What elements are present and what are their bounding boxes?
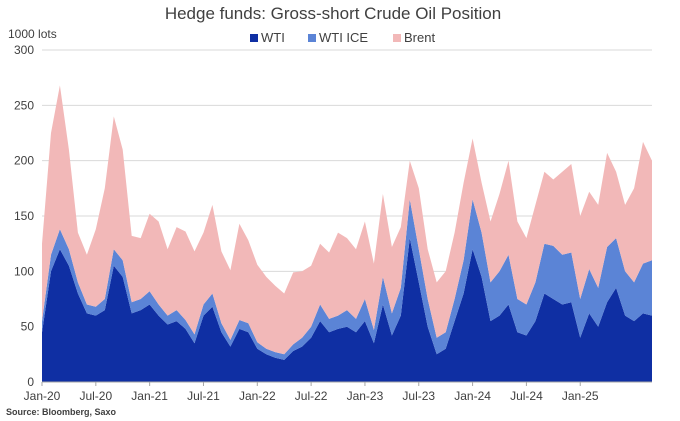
series-areas — [42, 85, 652, 382]
legend-label-brent: Brent — [404, 30, 435, 45]
y-tick-label: 250 — [14, 98, 34, 112]
y-axis-unit-label: 1000 lots — [8, 27, 57, 41]
y-tick-label: 200 — [14, 154, 34, 168]
x-tick-label: Jan-23 — [347, 389, 384, 403]
legend: WTI WTI ICE Brent — [250, 30, 435, 45]
x-tick-label: Jan-24 — [454, 389, 491, 403]
x-tick-label: Jan-21 — [131, 389, 168, 403]
x-tick-label: Jul-23 — [402, 389, 435, 403]
y-axis: 0 50 100 150 200 250 300 — [14, 43, 34, 389]
x-tick-label: Jan-20 — [24, 389, 61, 403]
chart-title: Hedge funds: Gross-short Crude Oil Posit… — [165, 4, 501, 23]
source-note: Source: Bloomberg, Saxo — [6, 407, 117, 417]
legend-swatch-wti-ice — [308, 34, 316, 42]
y-tick-label: 50 — [21, 320, 35, 334]
legend-label-wti: WTI — [261, 30, 285, 45]
y-tick-label: 300 — [14, 43, 34, 57]
y-tick-label: 100 — [14, 264, 34, 278]
x-tick-label: Jan-25 — [562, 389, 599, 403]
series-area-brent — [42, 85, 652, 355]
x-tick-label: Jul-21 — [187, 389, 220, 403]
legend-swatch-wti — [250, 34, 258, 42]
y-tick-label: 150 — [14, 209, 34, 223]
x-tick-label: Jul-20 — [79, 389, 112, 403]
legend-label-wti-ice: WTI ICE — [319, 30, 368, 45]
x-axis: Jan-20 Jul-20 Jan-21 Jul-21 Jan-22 Jul-22 Jan-… — [24, 381, 652, 403]
x-tick-label: Jan-22 — [239, 389, 276, 403]
x-tick-label: Jul-24 — [510, 389, 543, 403]
y-tick-label: 0 — [27, 375, 34, 389]
series-area-wti — [42, 238, 652, 382]
x-tick-label: Jul-22 — [295, 389, 328, 403]
legend-swatch-brent — [393, 34, 401, 42]
